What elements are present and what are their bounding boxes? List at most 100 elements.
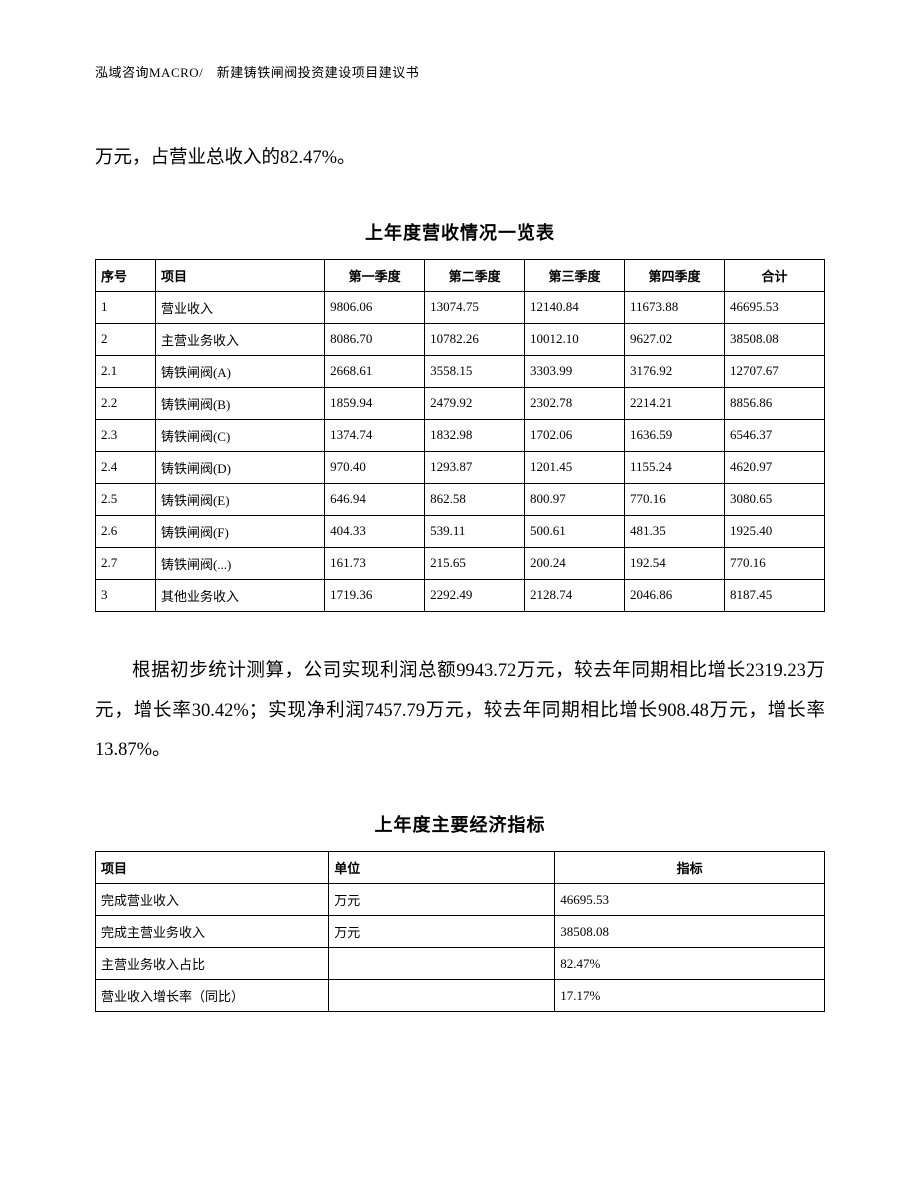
table-header-row: 序号 项目 第一季度 第二季度 第三季度 第四季度 合计 xyxy=(96,259,825,291)
table-row: 2.6铸铁闸阀(F)404.33539.11500.61481.351925.4… xyxy=(96,515,825,547)
table-row: 完成营业收入万元46695.53 xyxy=(96,884,825,916)
table-cell: 1859.94 xyxy=(325,387,425,419)
table-cell: 铸铁闸阀(B) xyxy=(155,387,324,419)
table-cell: 970.40 xyxy=(325,451,425,483)
table-row: 2主营业务收入8086.7010782.2610012.109627.02385… xyxy=(96,323,825,355)
table-cell: 10782.26 xyxy=(425,323,525,355)
table-cell: 营业收入 xyxy=(155,291,324,323)
table1-title: 上年度营收情况一览表 xyxy=(95,219,825,245)
table-cell: 营业收入增长率（同比） xyxy=(96,980,329,1012)
table-cell: 2479.92 xyxy=(425,387,525,419)
table-cell: 46695.53 xyxy=(555,884,825,916)
table-cell: 3 xyxy=(96,579,156,611)
table-cell: 481.35 xyxy=(625,515,725,547)
table-cell: 404.33 xyxy=(325,515,425,547)
table-cell: 1293.87 xyxy=(425,451,525,483)
table-cell: 192.54 xyxy=(625,547,725,579)
table-cell: 3558.15 xyxy=(425,355,525,387)
table-cell: 铸铁闸阀(D) xyxy=(155,451,324,483)
table-cell: 2.7 xyxy=(96,547,156,579)
table-cell: 9806.06 xyxy=(325,291,425,323)
table-cell: 1702.06 xyxy=(525,419,625,451)
table-cell: 完成主营业务收入 xyxy=(96,916,329,948)
table-cell xyxy=(329,980,555,1012)
table-cell: 13074.75 xyxy=(425,291,525,323)
table-row: 2.4铸铁闸阀(D)970.401293.871201.451155.24462… xyxy=(96,451,825,483)
table-cell: 200.24 xyxy=(525,547,625,579)
col-q4: 第四季度 xyxy=(625,259,725,291)
table-cell: 铸铁闸阀(F) xyxy=(155,515,324,547)
col-q1: 第一季度 xyxy=(325,259,425,291)
table-cell: 3303.99 xyxy=(525,355,625,387)
table-cell: 862.58 xyxy=(425,483,525,515)
table-cell: 8187.45 xyxy=(724,579,824,611)
table-cell: 铸铁闸阀(C) xyxy=(155,419,324,451)
table-cell: 1155.24 xyxy=(625,451,725,483)
table-cell: 38508.08 xyxy=(724,323,824,355)
table-row: 2.5铸铁闸阀(E)646.94862.58800.97770.163080.6… xyxy=(96,483,825,515)
table1-body: 1营业收入9806.0613074.7512140.8411673.884669… xyxy=(96,291,825,611)
table-cell: 539.11 xyxy=(425,515,525,547)
table-cell: 46695.53 xyxy=(724,291,824,323)
col-unit: 单位 xyxy=(329,852,555,884)
table2-title: 上年度主要经济指标 xyxy=(95,811,825,837)
col-q3: 第三季度 xyxy=(525,259,625,291)
col-item: 项目 xyxy=(155,259,324,291)
table-cell: 铸铁闸阀(A) xyxy=(155,355,324,387)
table-cell: 215.65 xyxy=(425,547,525,579)
paragraph-2: 根据初步统计测算，公司实现利润总额9943.72万元，较去年同期相比增长2319… xyxy=(95,652,825,771)
table-cell: 3080.65 xyxy=(724,483,824,515)
table-cell: 38508.08 xyxy=(555,916,825,948)
revenue-table: 序号 项目 第一季度 第二季度 第三季度 第四季度 合计 1营业收入9806.0… xyxy=(95,259,825,612)
table-row: 3其他业务收入1719.362292.492128.742046.868187.… xyxy=(96,579,825,611)
table-cell: 9627.02 xyxy=(625,323,725,355)
table-cell: 8856.86 xyxy=(724,387,824,419)
table-cell: 其他业务收入 xyxy=(155,579,324,611)
table-cell xyxy=(329,948,555,980)
table-cell: 万元 xyxy=(329,916,555,948)
table-cell: 646.94 xyxy=(325,483,425,515)
paragraph-1: 万元，占营业总收入的82.47%。 xyxy=(95,139,825,179)
table-row: 主营业务收入占比82.47% xyxy=(96,948,825,980)
table-row: 1营业收入9806.0613074.7512140.8411673.884669… xyxy=(96,291,825,323)
table-cell: 1 xyxy=(96,291,156,323)
col-total: 合计 xyxy=(724,259,824,291)
table-row: 2.2铸铁闸阀(B)1859.942479.922302.782214.2188… xyxy=(96,387,825,419)
table-cell: 2.3 xyxy=(96,419,156,451)
table-cell: 万元 xyxy=(329,884,555,916)
table-cell: 2.5 xyxy=(96,483,156,515)
table-row: 营业收入增长率（同比）17.17% xyxy=(96,980,825,1012)
col-seq: 序号 xyxy=(96,259,156,291)
table-cell: 2302.78 xyxy=(525,387,625,419)
table-cell: 2292.49 xyxy=(425,579,525,611)
table-cell: 铸铁闸阀(...) xyxy=(155,547,324,579)
table-cell: 770.16 xyxy=(724,547,824,579)
table-row: 2.1铸铁闸阀(A)2668.613558.153303.993176.9212… xyxy=(96,355,825,387)
table-cell: 2 xyxy=(96,323,156,355)
table-cell: 82.47% xyxy=(555,948,825,980)
table-cell: 2046.86 xyxy=(625,579,725,611)
indicator-table: 项目 单位 指标 完成营业收入万元46695.53完成主营业务收入万元38508… xyxy=(95,851,825,1012)
document-page: 泓域咨询MACRO/ 新建铸铁闸阀投资建设项目建议书 万元，占营业总收入的82.… xyxy=(0,0,920,1112)
col-q2: 第二季度 xyxy=(425,259,525,291)
col-item: 项目 xyxy=(96,852,329,884)
table-cell: 1719.36 xyxy=(325,579,425,611)
table-cell: 2214.21 xyxy=(625,387,725,419)
table-cell: 1636.59 xyxy=(625,419,725,451)
table-row: 2.7铸铁闸阀(...)161.73215.65200.24192.54770.… xyxy=(96,547,825,579)
table-row: 2.3铸铁闸阀(C)1374.741832.981702.061636.5965… xyxy=(96,419,825,451)
table-cell: 完成营业收入 xyxy=(96,884,329,916)
table-cell: 12140.84 xyxy=(525,291,625,323)
table-cell: 3176.92 xyxy=(625,355,725,387)
table-cell: 12707.67 xyxy=(724,355,824,387)
table-cell: 6546.37 xyxy=(724,419,824,451)
table-cell: 2.2 xyxy=(96,387,156,419)
table-cell: 1201.45 xyxy=(525,451,625,483)
table-cell: 1832.98 xyxy=(425,419,525,451)
table-header-row: 项目 单位 指标 xyxy=(96,852,825,884)
table-cell: 800.97 xyxy=(525,483,625,515)
table2-body: 完成营业收入万元46695.53完成主营业务收入万元38508.08主营业务收入… xyxy=(96,884,825,1012)
table-cell: 770.16 xyxy=(625,483,725,515)
table-cell: 2.4 xyxy=(96,451,156,483)
col-value: 指标 xyxy=(555,852,825,884)
